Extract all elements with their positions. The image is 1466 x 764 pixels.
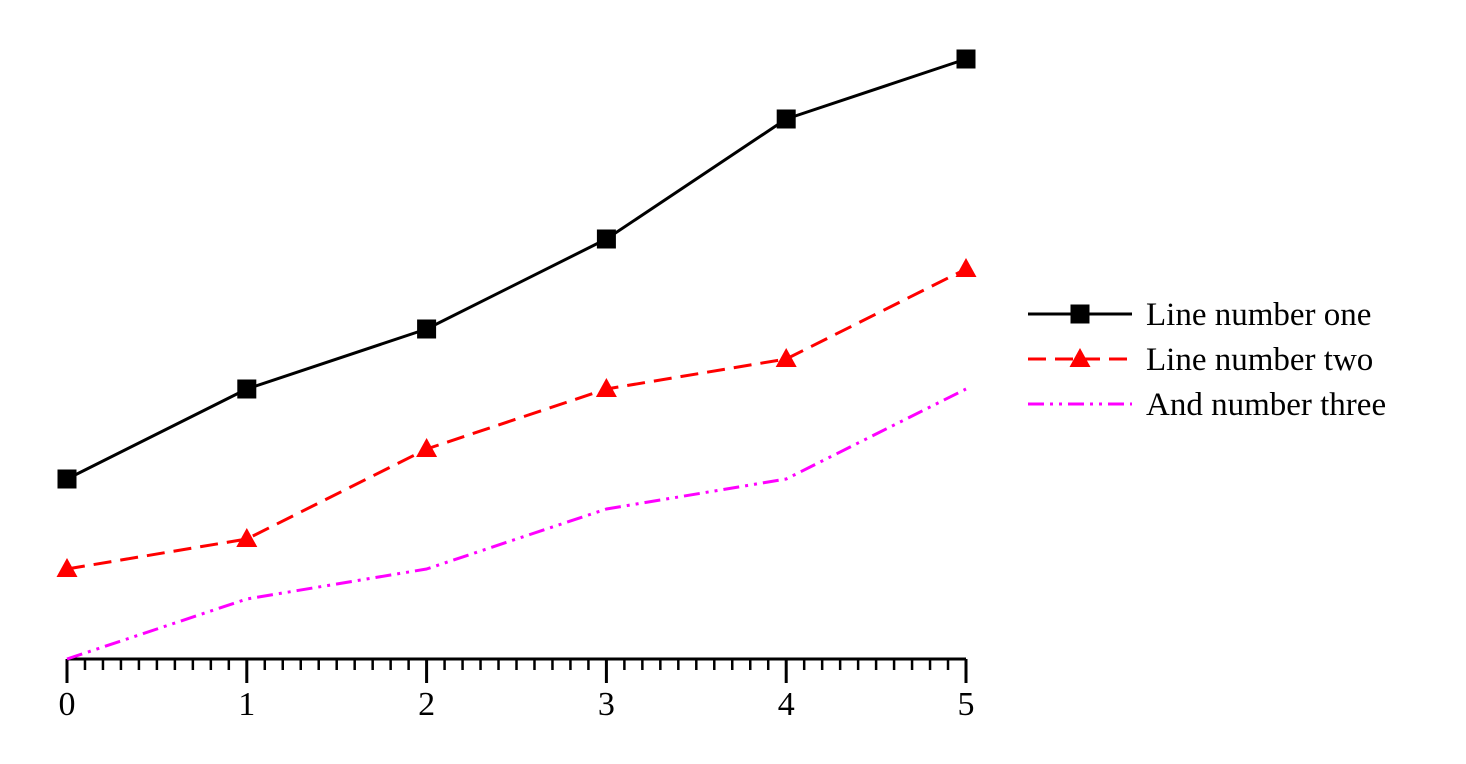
- data-point: [56, 558, 78, 577]
- data-point: [417, 319, 437, 339]
- data-point: [776, 109, 796, 129]
- series-line: [66, 267, 967, 571]
- x-tick-label: 0: [59, 686, 76, 723]
- data-point: [237, 379, 257, 399]
- data-point: [595, 378, 617, 397]
- x-axis: 0 1 2 3 4 5: [59, 657, 975, 723]
- series-layer: [56, 49, 977, 661]
- data-point: [956, 49, 976, 69]
- x-tick-label: 1: [238, 686, 255, 723]
- legend-entry: And number three: [1028, 387, 1386, 423]
- series-1: [57, 49, 976, 489]
- x-tick-label: 4: [778, 686, 795, 723]
- data-point: [236, 528, 258, 547]
- legend: Line number one Line number two And number…: [1028, 297, 1386, 423]
- data-point: [596, 229, 616, 249]
- legend-label: Line number two: [1146, 342, 1373, 378]
- series-2: [56, 258, 977, 577]
- legend-entry: Line number one: [1028, 297, 1371, 333]
- series-line: [66, 387, 967, 661]
- data-point: [416, 438, 438, 457]
- legend-marker: [1069, 348, 1091, 367]
- legend-label: Line number one: [1146, 297, 1371, 333]
- data-point: [955, 258, 977, 277]
- data-point: [775, 348, 797, 367]
- legend-label: And number three: [1146, 387, 1386, 423]
- data-point: [57, 469, 77, 489]
- x-tick-label: 2: [418, 686, 435, 723]
- x-tick-label: 5: [958, 686, 975, 723]
- x-tick-label: 3: [598, 686, 615, 723]
- series-3: [66, 387, 967, 661]
- legend-entry: Line number two: [1028, 342, 1373, 378]
- series-line: [66, 57, 967, 481]
- legend-marker: [1070, 304, 1090, 324]
